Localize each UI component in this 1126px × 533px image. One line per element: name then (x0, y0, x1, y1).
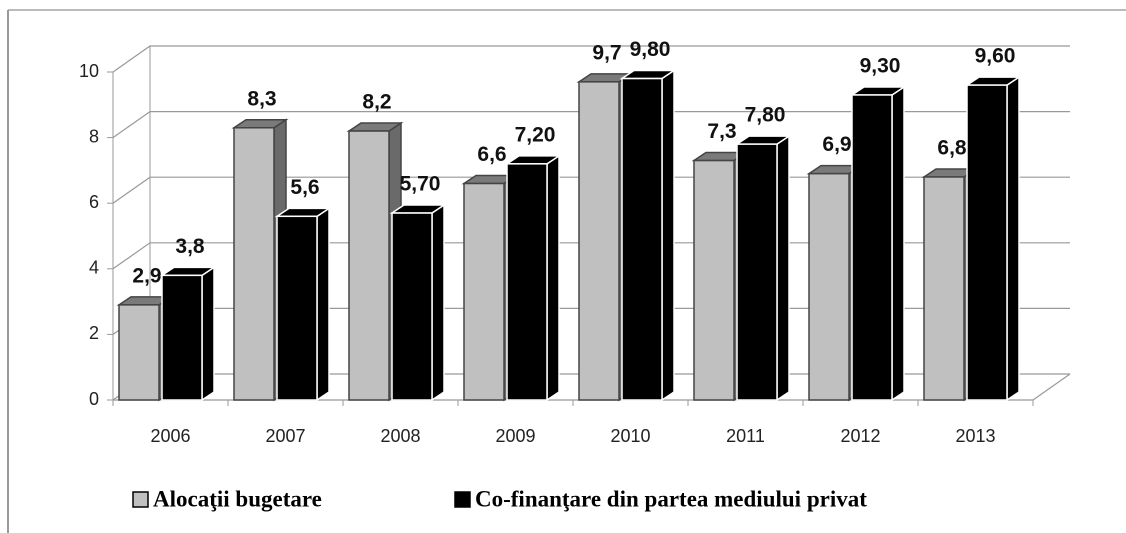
x-tick-label: 2007 (265, 426, 305, 446)
y-tick-label: 10 (79, 61, 99, 81)
data-label: 6,8 (937, 137, 967, 160)
x-tick-label: 2010 (610, 426, 650, 446)
y-tick-label: 2 (89, 323, 99, 343)
data-label: 7,80 (745, 104, 786, 127)
x-tick-label: 2013 (955, 426, 995, 446)
bar (233, 127, 275, 401)
bar-side (431, 203, 445, 402)
bar-side (891, 85, 905, 402)
legend-swatch (132, 491, 149, 508)
data-label: 9,80 (630, 38, 671, 61)
bar (736, 143, 778, 401)
grid-line (112, 111, 1070, 139)
bar (966, 84, 1008, 401)
legend-label: Alocaţii bugetare (153, 486, 322, 511)
bar (808, 172, 850, 401)
legend-label: Co-finanţare din partea mediului privat (475, 486, 867, 511)
bar (578, 81, 620, 401)
data-label: 8,2 (362, 91, 391, 114)
bar-side (201, 265, 215, 402)
data-label: 3,8 (175, 235, 205, 258)
bar (621, 77, 663, 401)
data-label: 8,3 (247, 87, 276, 110)
bar-side (661, 69, 675, 402)
y-tick-label: 0 (89, 389, 99, 409)
bar-side (546, 154, 560, 402)
data-label: 6,9 (822, 133, 851, 156)
data-label: 9,60 (975, 45, 1016, 68)
data-label: 6,6 (477, 143, 506, 166)
bar-side (1006, 75, 1020, 402)
x-tick-label: 2008 (380, 426, 420, 446)
bar (693, 159, 735, 401)
bar (276, 215, 318, 401)
data-label: 5,70 (400, 173, 441, 196)
bar (463, 182, 505, 401)
data-label: 2,9 (132, 264, 161, 287)
bar-side (316, 206, 330, 402)
data-label: 9,30 (860, 55, 901, 78)
bar (391, 212, 433, 401)
data-label: 5,6 (290, 176, 319, 199)
data-label: 9,7 (592, 41, 621, 64)
bar-side (776, 134, 790, 402)
legend-swatch (454, 491, 471, 508)
bar (923, 176, 965, 401)
y-tick-label: 6 (89, 192, 99, 212)
bar (348, 130, 390, 401)
x-tick-label: 2012 (840, 426, 880, 446)
data-label: 7,3 (707, 120, 736, 143)
y-tick-label: 8 (89, 126, 99, 146)
x-tick-label: 2009 (495, 426, 535, 446)
data-label: 7,20 (515, 123, 556, 146)
bar (161, 274, 203, 401)
x-tick-label: 2006 (150, 426, 190, 446)
grid-line (112, 45, 1070, 73)
x-tick-label: 2011 (726, 426, 765, 446)
y-tick-label: 4 (89, 258, 99, 278)
bar (118, 304, 160, 401)
bar (506, 163, 548, 401)
bar (851, 94, 893, 401)
